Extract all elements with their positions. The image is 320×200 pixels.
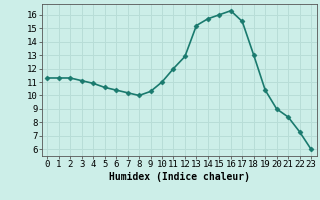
- X-axis label: Humidex (Indice chaleur): Humidex (Indice chaleur): [109, 172, 250, 182]
